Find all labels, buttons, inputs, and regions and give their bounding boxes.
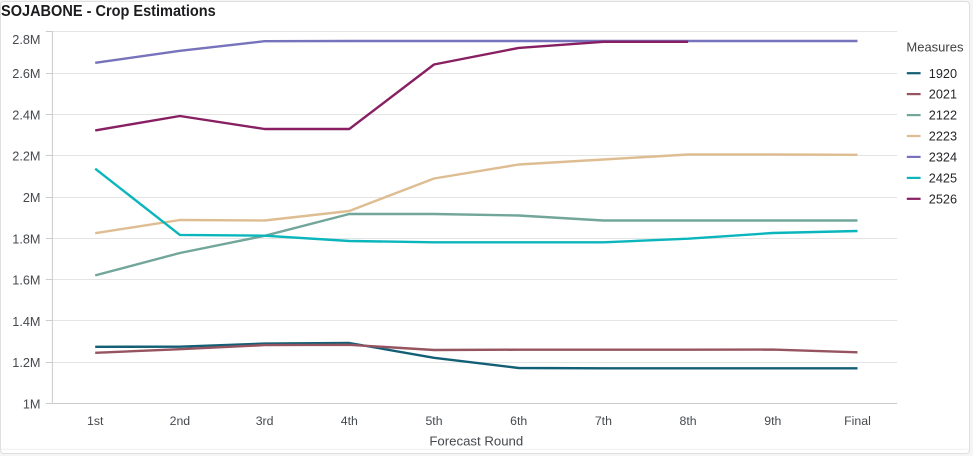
svg-text:2526: 2526 [929,192,957,206]
svg-text:1.2M: 1.2M [12,356,40,370]
svg-text:Final: Final [844,414,871,428]
svg-text:2M: 2M [23,191,41,205]
svg-text:4th: 4th [341,414,358,428]
svg-text:2021: 2021 [929,88,957,102]
svg-text:5th: 5th [425,414,442,428]
svg-text:1.4M: 1.4M [12,315,40,329]
svg-text:3rd: 3rd [256,414,274,428]
svg-text:2.6M: 2.6M [12,67,40,81]
svg-text:Forecast Round: Forecast Round [429,434,523,449]
svg-text:Measures: Measures [906,39,964,54]
svg-text:6th: 6th [510,414,527,428]
svg-text:8th: 8th [680,414,697,428]
svg-text:2.4M: 2.4M [12,108,40,122]
svg-text:9th: 9th [764,414,781,428]
svg-text:1st: 1st [87,414,104,428]
svg-text:2.8M: 2.8M [12,33,40,47]
svg-text:1920: 1920 [929,67,957,81]
svg-text:2.2M: 2.2M [12,150,40,164]
svg-text:7th: 7th [595,414,612,428]
svg-text:2122: 2122 [929,109,957,123]
svg-text:1M: 1M [23,397,41,411]
svg-text:2223: 2223 [929,130,957,144]
svg-text:2324: 2324 [929,151,957,165]
svg-text:1.6M: 1.6M [12,274,40,288]
svg-text:2425: 2425 [929,172,957,186]
svg-text:1.8M: 1.8M [12,232,40,246]
svg-text:2nd: 2nd [170,414,191,428]
